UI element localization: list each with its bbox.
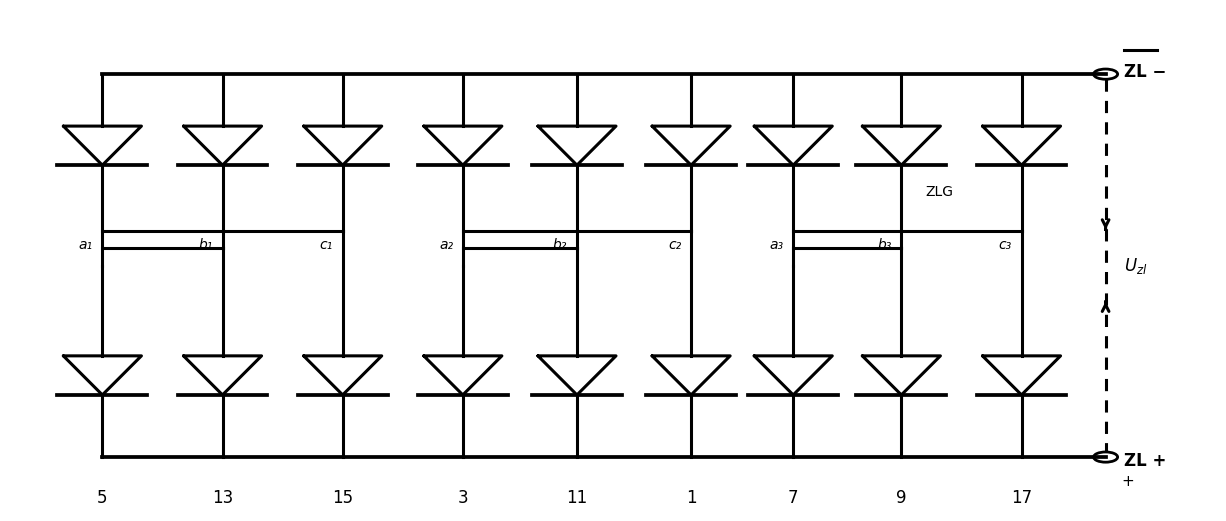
Text: ZLG: ZLG	[926, 184, 954, 199]
Text: a₁: a₁	[78, 238, 93, 252]
Text: a₂: a₂	[439, 238, 454, 252]
Text: 13: 13	[212, 489, 233, 507]
Text: c₃: c₃	[999, 238, 1011, 252]
Text: 17: 17	[1011, 489, 1032, 507]
Text: 3: 3	[457, 489, 468, 507]
Text: 5: 5	[97, 489, 108, 507]
Text: b₁: b₁	[199, 238, 213, 252]
Text: c₂: c₂	[668, 238, 682, 252]
Text: ZL −: ZL −	[1124, 63, 1166, 81]
Text: 11: 11	[566, 489, 587, 507]
Text: 15: 15	[332, 489, 353, 507]
Text: +: +	[1122, 474, 1134, 489]
Text: 7: 7	[788, 489, 798, 507]
Text: a₃: a₃	[770, 238, 783, 252]
Text: c₁: c₁	[320, 238, 333, 252]
Text: 1: 1	[685, 489, 696, 507]
Text: ZL +: ZL +	[1124, 452, 1166, 470]
Text: b₂: b₂	[553, 238, 568, 252]
Text: $U_{zl}$: $U_{zl}$	[1124, 256, 1148, 276]
Text: b₃: b₃	[878, 238, 891, 252]
Text: 9: 9	[896, 489, 906, 507]
